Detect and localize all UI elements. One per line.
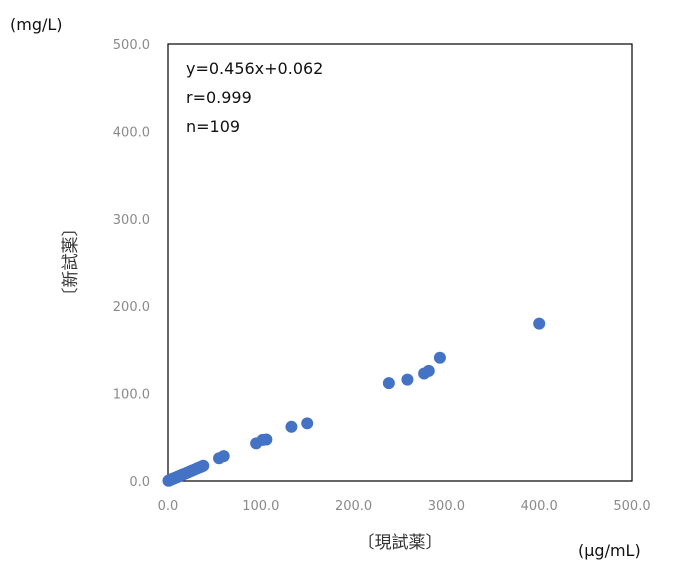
- plot-area-frame: [167, 43, 633, 482]
- sample-count-label: n=109: [186, 117, 240, 136]
- x-tick-label: 0.0: [158, 499, 179, 514]
- y-tick-label: 500.0: [113, 38, 150, 53]
- x-tick-label: 300.0: [428, 499, 465, 514]
- x-axis-title: 〔現試薬〕: [358, 533, 443, 553]
- data-point: [401, 373, 414, 386]
- x-unit-label: (μg/mL): [578, 541, 641, 560]
- y-tick-label: 200.0: [113, 300, 150, 315]
- data-points: [162, 317, 546, 487]
- data-point: [301, 417, 314, 430]
- y-tick-label: 300.0: [113, 213, 150, 228]
- regression-annotation: y=0.456x+0.062 r=0.999 n=109: [186, 59, 323, 136]
- correlation-label: r=0.999: [186, 88, 252, 107]
- data-point: [260, 433, 273, 446]
- data-point: [217, 450, 230, 463]
- y-tick-label: 400.0: [113, 125, 150, 140]
- data-point: [285, 420, 298, 433]
- data-point: [197, 459, 210, 472]
- y-tick-label: 0.0: [129, 475, 150, 490]
- equation-label: y=0.456x+0.062: [186, 59, 323, 78]
- y-tick-label: 100.0: [113, 388, 150, 403]
- x-axis-tick-labels: 0.0 100.0 200.0 300.0 400.0 500.0: [158, 499, 651, 514]
- x-tick-label: 100.0: [242, 499, 279, 514]
- data-point: [433, 351, 446, 364]
- data-point: [422, 364, 435, 377]
- y-axis-title: 〔新試薬〕: [61, 220, 81, 305]
- data-point: [533, 317, 546, 330]
- x-tick-label: 400.0: [521, 499, 558, 514]
- x-tick-label: 200.0: [335, 499, 372, 514]
- y-unit-label: (mg/L): [10, 15, 63, 34]
- y-axis-tick-labels: 0.0 100.0 200.0 300.0 400.0 500.0: [113, 38, 150, 490]
- data-point: [382, 377, 395, 390]
- x-tick-label: 500.0: [613, 499, 650, 514]
